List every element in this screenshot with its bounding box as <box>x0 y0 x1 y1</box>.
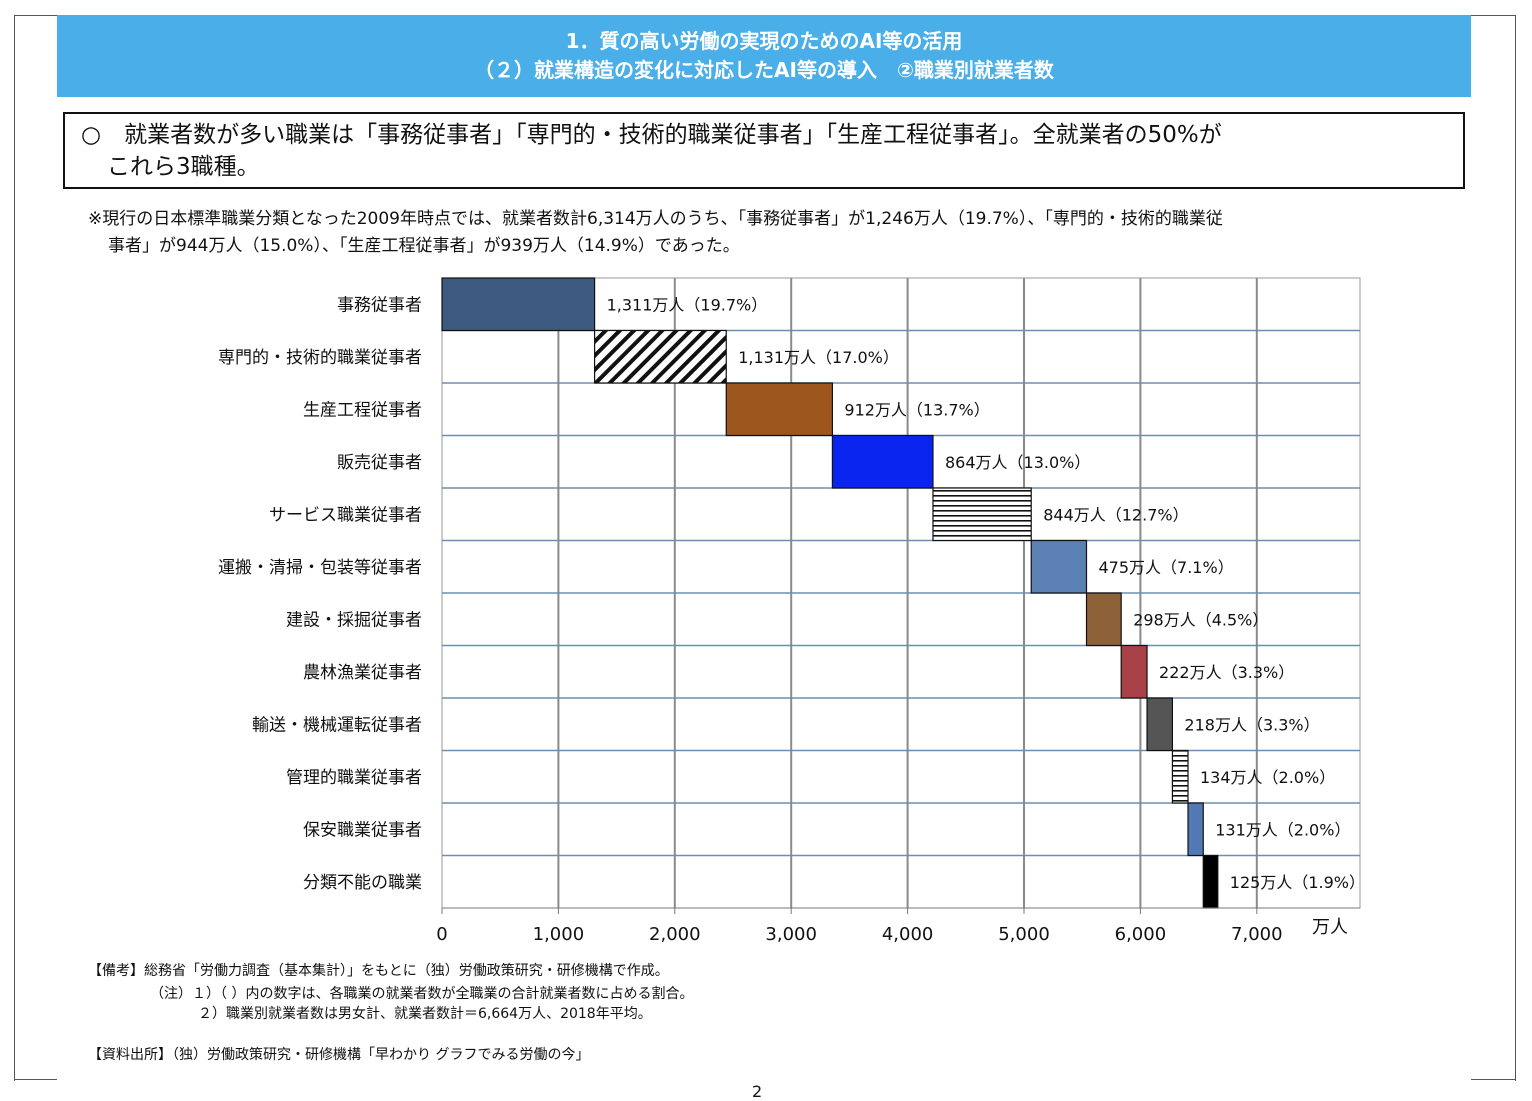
x-tick-label: 4,000 <box>882 924 934 945</box>
x-tick-label: 6,000 <box>1115 924 1167 945</box>
x-tick-label: 1,000 <box>533 924 585 945</box>
frame-bottom-left <box>14 1079 57 1080</box>
category-label: 運搬・清掃・包装等従事者 <box>218 558 422 578</box>
data-label: 222万人（3.3%） <box>1159 663 1294 682</box>
bar <box>1171 749 1189 804</box>
category-label: 専門的・技術的職業従事者 <box>218 348 422 368</box>
category-label: 事務従事者 <box>337 295 422 315</box>
note-2: ２）職業別就業者数は男女計、就業者数計＝6,664万人、2018年平均。 <box>198 1006 652 1022</box>
category-label: 管理的職業従事者 <box>286 768 422 788</box>
data-label: 844万人（12.7%） <box>1043 505 1188 524</box>
frame-left-top-tick <box>14 15 57 16</box>
x-tick-label: 2,000 <box>649 924 701 945</box>
x-tick-label: 0 <box>436 924 447 945</box>
page-header: 1．質の高い労働の実現のためのAI等の活用 （２）就業構造の変化に対応したAI等… <box>57 15 1471 97</box>
category-label: 保安職業従事者 <box>303 820 422 840</box>
category-label: 販売従事者 <box>337 453 422 473</box>
data-label: 298万人（4.5%） <box>1133 610 1268 629</box>
x-tick-label: 5,000 <box>998 924 1050 945</box>
data-label: 125万人（1.9%） <box>1230 873 1365 892</box>
bar <box>932 487 1032 542</box>
data-label: 912万人（13.7%） <box>844 400 989 419</box>
bar <box>1030 539 1088 594</box>
header-title-line2: （２）就業構造の変化に対応したAI等の導入 ②職業別就業者数 <box>474 58 1054 82</box>
top-note-line2: 事者」が944万人（15.0%）、「生産工程従事者」が939万人（14.9%）で… <box>108 236 740 256</box>
category-label: 生産工程従事者 <box>303 400 422 420</box>
summary-line1: ○ 就業者数が多い職業は「事務従事者」「専門的・技術的職業従事者」「生産工程従事… <box>81 122 1222 148</box>
category-label: 建設・採掘従事者 <box>286 610 422 630</box>
bar <box>1202 854 1219 909</box>
data-label: 218万人（3.3%） <box>1184 715 1319 734</box>
bar <box>1146 697 1174 752</box>
data-label: 1,311万人（19.7%） <box>607 295 768 314</box>
x-axis-unit-label: 万人 <box>1312 917 1348 938</box>
data-label: 864万人（13.0%） <box>945 453 1090 472</box>
bar <box>1085 592 1122 647</box>
bar <box>1120 644 1148 699</box>
summary-box: ○ 就業者数が多い職業は「事務従事者」「専門的・技術的職業従事者」「生産工程従事… <box>63 112 1465 189</box>
top-note-line1: ※現行の日本標準職業分類となった2009年時点では、就業者数計6,314万人のう… <box>88 209 1223 229</box>
frame-left-line <box>14 15 15 1081</box>
bar <box>1187 802 1204 857</box>
occupation-waterfall-chart: 1,311万人（19.7%） 事務従事者 1,131万人（17.0%） 専門的・技術的… <box>218 277 1365 945</box>
top-note: ※現行の日本標準職業分類となった2009年時点では、就業者数計6,314万人のう… <box>88 206 1468 260</box>
category-label: サービス職業従事者 <box>269 505 422 525</box>
frame-bottom-right <box>1471 1079 1516 1080</box>
remark-note: 【備考】総務省「労働力調査（基本集計）」をもとに（独）労働政策研究・研修機構で作… <box>88 963 669 979</box>
data-label: 131万人（2.0%） <box>1215 820 1350 839</box>
category-label: 輸送・機械運転従事者 <box>252 715 422 735</box>
header-title-line1: 1．質の高い労働の実現のためのAI等の活用 <box>565 29 963 53</box>
x-tick-label: 3,000 <box>765 924 817 945</box>
page-number: 2 <box>752 1082 763 1101</box>
bar <box>831 434 934 489</box>
bar <box>594 329 727 384</box>
source-note: 【資料出所】（独）労働政策研究・研修機構「早わかり グラフでみる労働の今」 <box>88 1047 590 1063</box>
frame-right-line <box>1515 15 1516 1081</box>
data-label: 1,131万人（17.0%） <box>738 348 899 367</box>
category-label: 農林漁業従事者 <box>303 663 422 683</box>
summary-line2: これら3職種。 <box>107 154 260 180</box>
frame-right-top-tick <box>1471 15 1516 16</box>
data-label: 134万人（2.0%） <box>1200 768 1335 787</box>
note-1: （注）１）（ ）内の数字は、各職業の就業者数が全職業の合計就業者数に占める割合。 <box>150 986 694 1002</box>
data-label: 475万人（7.1%） <box>1099 558 1234 577</box>
category-label: 分類不能の職業 <box>303 873 422 893</box>
x-tick-label: 7,000 <box>1231 924 1283 945</box>
bar <box>725 382 834 437</box>
bar <box>441 277 596 332</box>
